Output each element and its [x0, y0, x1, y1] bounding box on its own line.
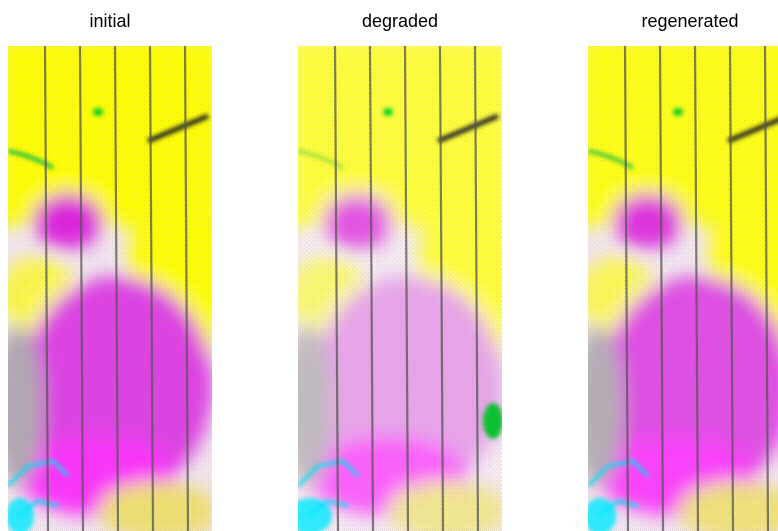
- pl-image: [588, 46, 778, 531]
- busbar: [368, 46, 375, 531]
- busbar: [43, 46, 50, 531]
- grain: [8, 46, 212, 531]
- details: [8, 108, 209, 531]
- busbar: [623, 46, 630, 531]
- busbar: [763, 46, 770, 531]
- details: [298, 108, 502, 531]
- green-streak: [8, 149, 55, 170]
- green-spot: [673, 108, 683, 116]
- cyan-area: [298, 498, 332, 531]
- dark-crack: [727, 117, 778, 144]
- green-spot: [93, 108, 103, 116]
- panel-title: initial: [89, 11, 130, 31]
- pl-image: [8, 46, 212, 531]
- green-area: [483, 403, 502, 439]
- dark-crack: [147, 113, 209, 144]
- green-streak: [298, 149, 345, 170]
- green-streak: [588, 149, 635, 170]
- cyan-area: [8, 498, 34, 531]
- busbar: [333, 46, 340, 531]
- busbar: [403, 46, 410, 531]
- panel-title: degraded: [362, 11, 438, 31]
- grain: [298, 46, 502, 531]
- busbar: [728, 46, 735, 531]
- details: [588, 108, 778, 531]
- pl-image: [298, 46, 502, 531]
- grain: [588, 46, 778, 531]
- busbar: [693, 46, 700, 531]
- panel-title: regenerated: [641, 11, 738, 31]
- busbar: [658, 46, 665, 531]
- cyan-area: [588, 498, 617, 531]
- busbar: [78, 46, 85, 531]
- green-spot: [383, 108, 393, 116]
- busbar: [438, 46, 445, 531]
- busbar: [148, 46, 155, 531]
- busbar: [183, 46, 190, 531]
- dark-crack: [437, 113, 499, 144]
- busbar: [113, 46, 120, 531]
- busbar: [473, 46, 480, 531]
